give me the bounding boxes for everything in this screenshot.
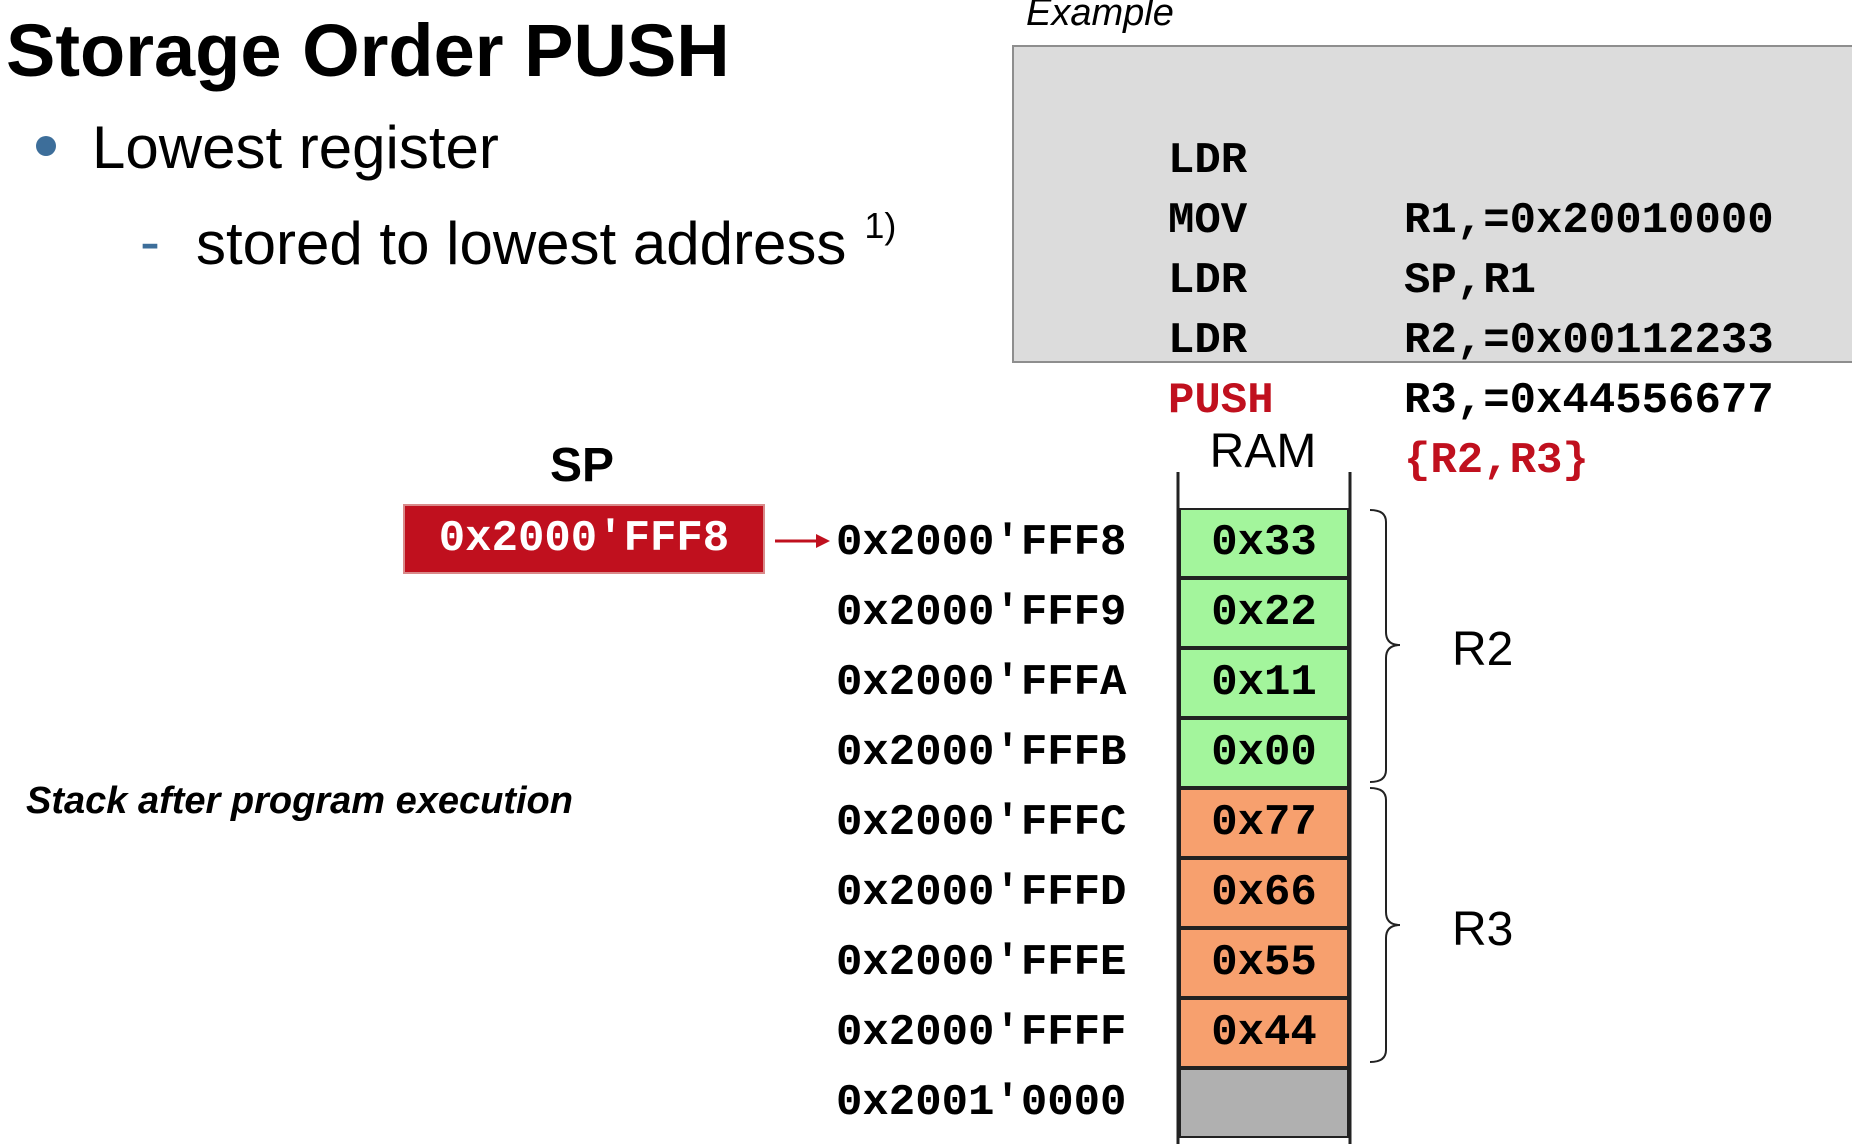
code-opcode: LDR xyxy=(1168,316,1248,366)
footnote-marker: 1) xyxy=(864,205,897,246)
memory-address: 0x2000'FFFA xyxy=(836,658,1127,708)
ram-label: RAM xyxy=(1209,425,1317,478)
slide-title: Storage Order PUSH xyxy=(6,9,730,92)
r2-group-label: R2 xyxy=(1452,623,1514,676)
code-opcode: PUSH xyxy=(1168,376,1274,426)
memory-address: 0x2000'FFFE xyxy=(836,938,1127,988)
code-opcode: LDR xyxy=(1168,136,1248,186)
code-line: LDR R2,=0x00112233 xyxy=(1014,191,1774,366)
memory-address: 0x2000'FFFD xyxy=(836,868,1127,918)
memory-address: 0x2001'0000 xyxy=(836,1078,1127,1128)
memory-cell: 0x55 xyxy=(1179,928,1349,998)
sub-bullet-text: stored to lowest address xyxy=(196,210,847,277)
memory-cell: 0x77 xyxy=(1179,788,1349,858)
code-operands: {R2,R3} xyxy=(1404,436,1589,486)
code-operands: R2,=0x00112233 xyxy=(1404,316,1774,366)
code-operands: SP,R1 xyxy=(1404,256,1537,306)
memory-cell: 0x33 xyxy=(1179,508,1349,578)
memory-cell: 0x11 xyxy=(1179,648,1349,718)
bullet-dot xyxy=(36,136,56,156)
r3-brace xyxy=(1369,787,1401,1063)
code-line: LDR R3,=0x44556677 xyxy=(1014,251,1774,426)
bullet-lowest-register: Lowest register xyxy=(92,114,499,181)
code-opcode: LDR xyxy=(1168,256,1248,306)
memory-address: 0x2000'FFFB xyxy=(836,728,1127,778)
code-line: LDR R1,=0x20010000 xyxy=(1014,71,1774,246)
code-operands: R1,=0x20010000 xyxy=(1404,196,1774,246)
memory-address: 0x2000'FFF8 xyxy=(836,518,1127,568)
r3-group-label: R3 xyxy=(1452,903,1514,956)
sp-arrow-head xyxy=(816,534,830,548)
memory-address: 0x2000'FFF9 xyxy=(836,588,1127,638)
code-line-push: PUSH {R2,R3} xyxy=(1014,311,1589,486)
memory-cell: 0x22 xyxy=(1179,578,1349,648)
memory-cell xyxy=(1179,1068,1349,1138)
sub-bullet-stored-lowest-address: stored to lowest address 1) xyxy=(196,208,896,274)
memory-cell: 0x66 xyxy=(1179,858,1349,928)
memory-cell: 0x44 xyxy=(1179,998,1349,1068)
memory-address: 0x2000'FFFC xyxy=(836,798,1127,848)
code-opcode: MOV xyxy=(1168,196,1248,246)
sub-bullet-dash: - xyxy=(140,208,160,275)
sp-label: SP xyxy=(550,439,615,492)
code-operands: R3,=0x44556677 xyxy=(1404,376,1774,426)
memory-address: 0x2000'FFFF xyxy=(836,1008,1127,1058)
example-label: Example xyxy=(1026,0,1174,34)
sp-value-box: 0x2000'FFF8 xyxy=(403,504,765,574)
memory-cell: 0x00 xyxy=(1179,718,1349,788)
caption-stack-after-execution: Stack after program execution xyxy=(26,780,573,822)
r2-brace xyxy=(1369,509,1401,783)
code-line: MOV SP,R1 xyxy=(1014,131,1536,306)
code-example-box: LDR R1,=0x20010000 MOV SP,R1 LDR R2,=0x0… xyxy=(1012,45,1852,486)
